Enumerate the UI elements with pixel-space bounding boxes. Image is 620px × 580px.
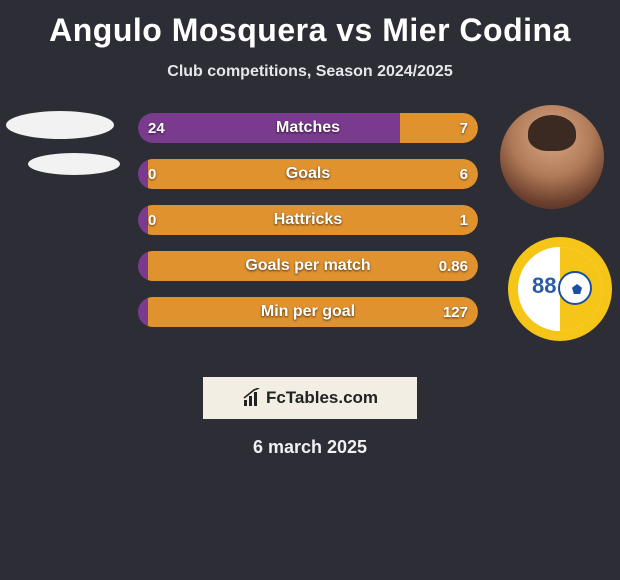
- stat-value-right: 127: [443, 297, 468, 327]
- stat-fill-right: [148, 297, 478, 327]
- badge-number: 88: [532, 273, 556, 299]
- stat-row: 01Hattricks: [138, 205, 478, 235]
- player-right-avatar: [500, 105, 604, 209]
- stat-fill-left: [138, 159, 148, 189]
- stat-row: 127Min per goal: [138, 297, 478, 327]
- club-badge: 88: [508, 237, 612, 341]
- stat-fill-left: [138, 297, 148, 327]
- stat-fill-right: [148, 251, 478, 281]
- stat-value-right: 0.86: [439, 251, 468, 281]
- stat-fill-left: [138, 251, 148, 281]
- comparison-panel: 88 247Matches06Goals01Hattricks0.86Goals…: [0, 109, 620, 369]
- stat-fill-left: [138, 205, 148, 235]
- stat-row: 0.86Goals per match: [138, 251, 478, 281]
- bar-chart-icon: [242, 388, 262, 408]
- watermark-text: FcTables.com: [266, 388, 378, 408]
- soccer-ball-icon: [558, 271, 592, 305]
- stat-value-right: 6: [460, 159, 468, 189]
- stat-row: 247Matches: [138, 113, 478, 143]
- stat-value-left: 24: [148, 113, 165, 143]
- stat-value-right: 7: [460, 113, 468, 143]
- stat-row: 06Goals: [138, 159, 478, 189]
- page-subtitle: Club competitions, Season 2024/2025: [0, 63, 620, 81]
- stat-value-left: 0: [148, 159, 156, 189]
- stat-fill-left: [138, 113, 400, 143]
- watermark: FcTables.com: [203, 377, 417, 419]
- page-title: Angulo Mosquera vs Mier Codina: [0, 0, 620, 49]
- stat-fill-right: [148, 205, 478, 235]
- stat-value-left: 0: [148, 205, 156, 235]
- stat-fill-right: [148, 159, 478, 189]
- stat-bars: 247Matches06Goals01Hattricks0.86Goals pe…: [138, 113, 478, 343]
- report-date: 6 march 2025: [0, 437, 620, 458]
- stat-value-right: 1: [460, 205, 468, 235]
- player-left-avatar: [6, 111, 116, 173]
